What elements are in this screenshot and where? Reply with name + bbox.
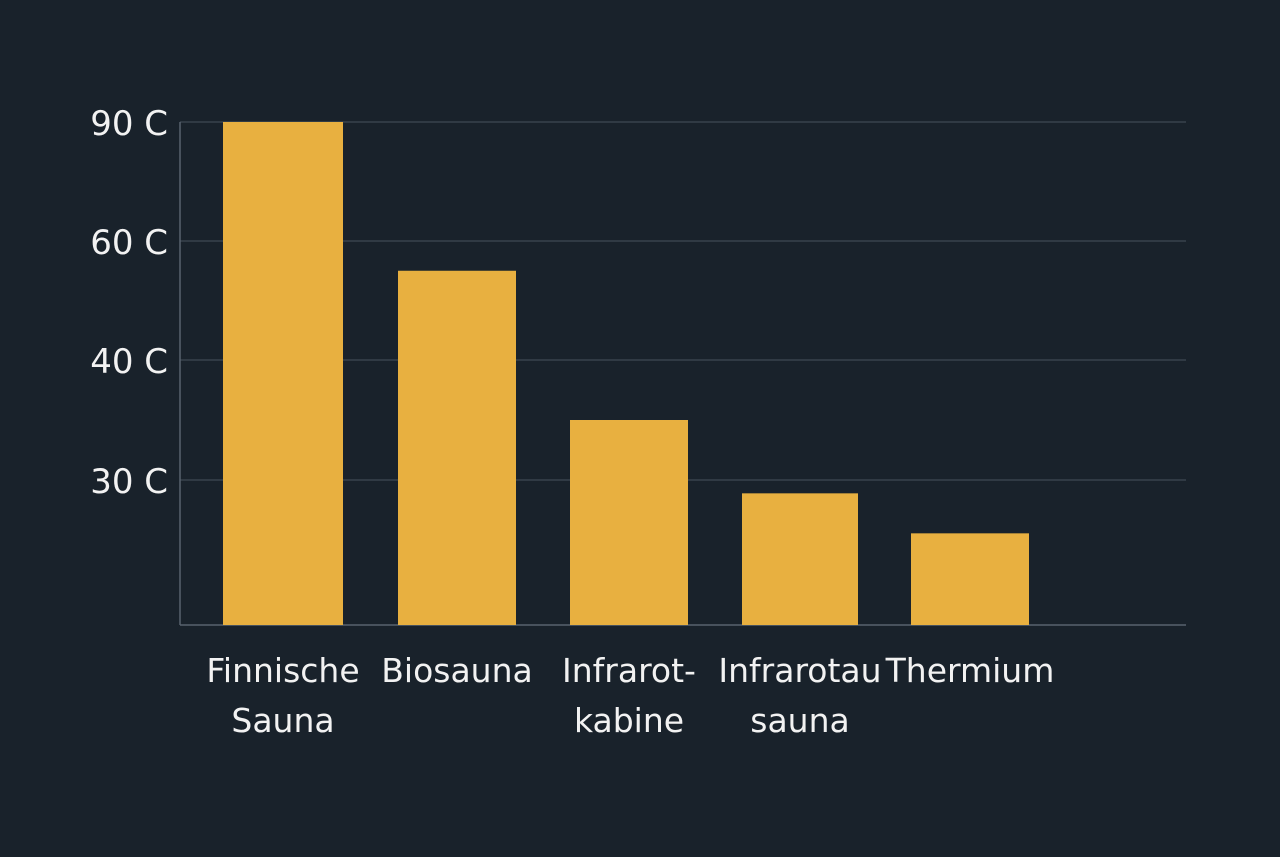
bar <box>223 122 343 625</box>
y-tick-label: 40 C <box>90 342 168 382</box>
x-category-label: Infrarotau sauna <box>718 651 881 740</box>
bar <box>398 270 516 625</box>
y-tick-label: 60 C <box>90 223 168 263</box>
bar <box>742 493 858 625</box>
x-category-labels: Finnische Sauna Biosauna Infrarot-kabineInf… <box>206 651 1054 740</box>
x-category-label: Biosauna <box>381 651 532 690</box>
x-category-label: Infrarot-kabine <box>562 651 696 740</box>
bar <box>911 533 1029 625</box>
y-tick-labels: 90 C 60 C 40 C 30 C <box>90 104 168 502</box>
x-category-label: Finnische Sauna <box>206 651 359 740</box>
bars <box>223 122 1029 625</box>
x-category-label: Thermium <box>885 651 1055 690</box>
bar <box>570 420 688 625</box>
y-tick-label: 90 C <box>90 104 168 144</box>
y-tick-label: 30 C <box>90 462 168 502</box>
